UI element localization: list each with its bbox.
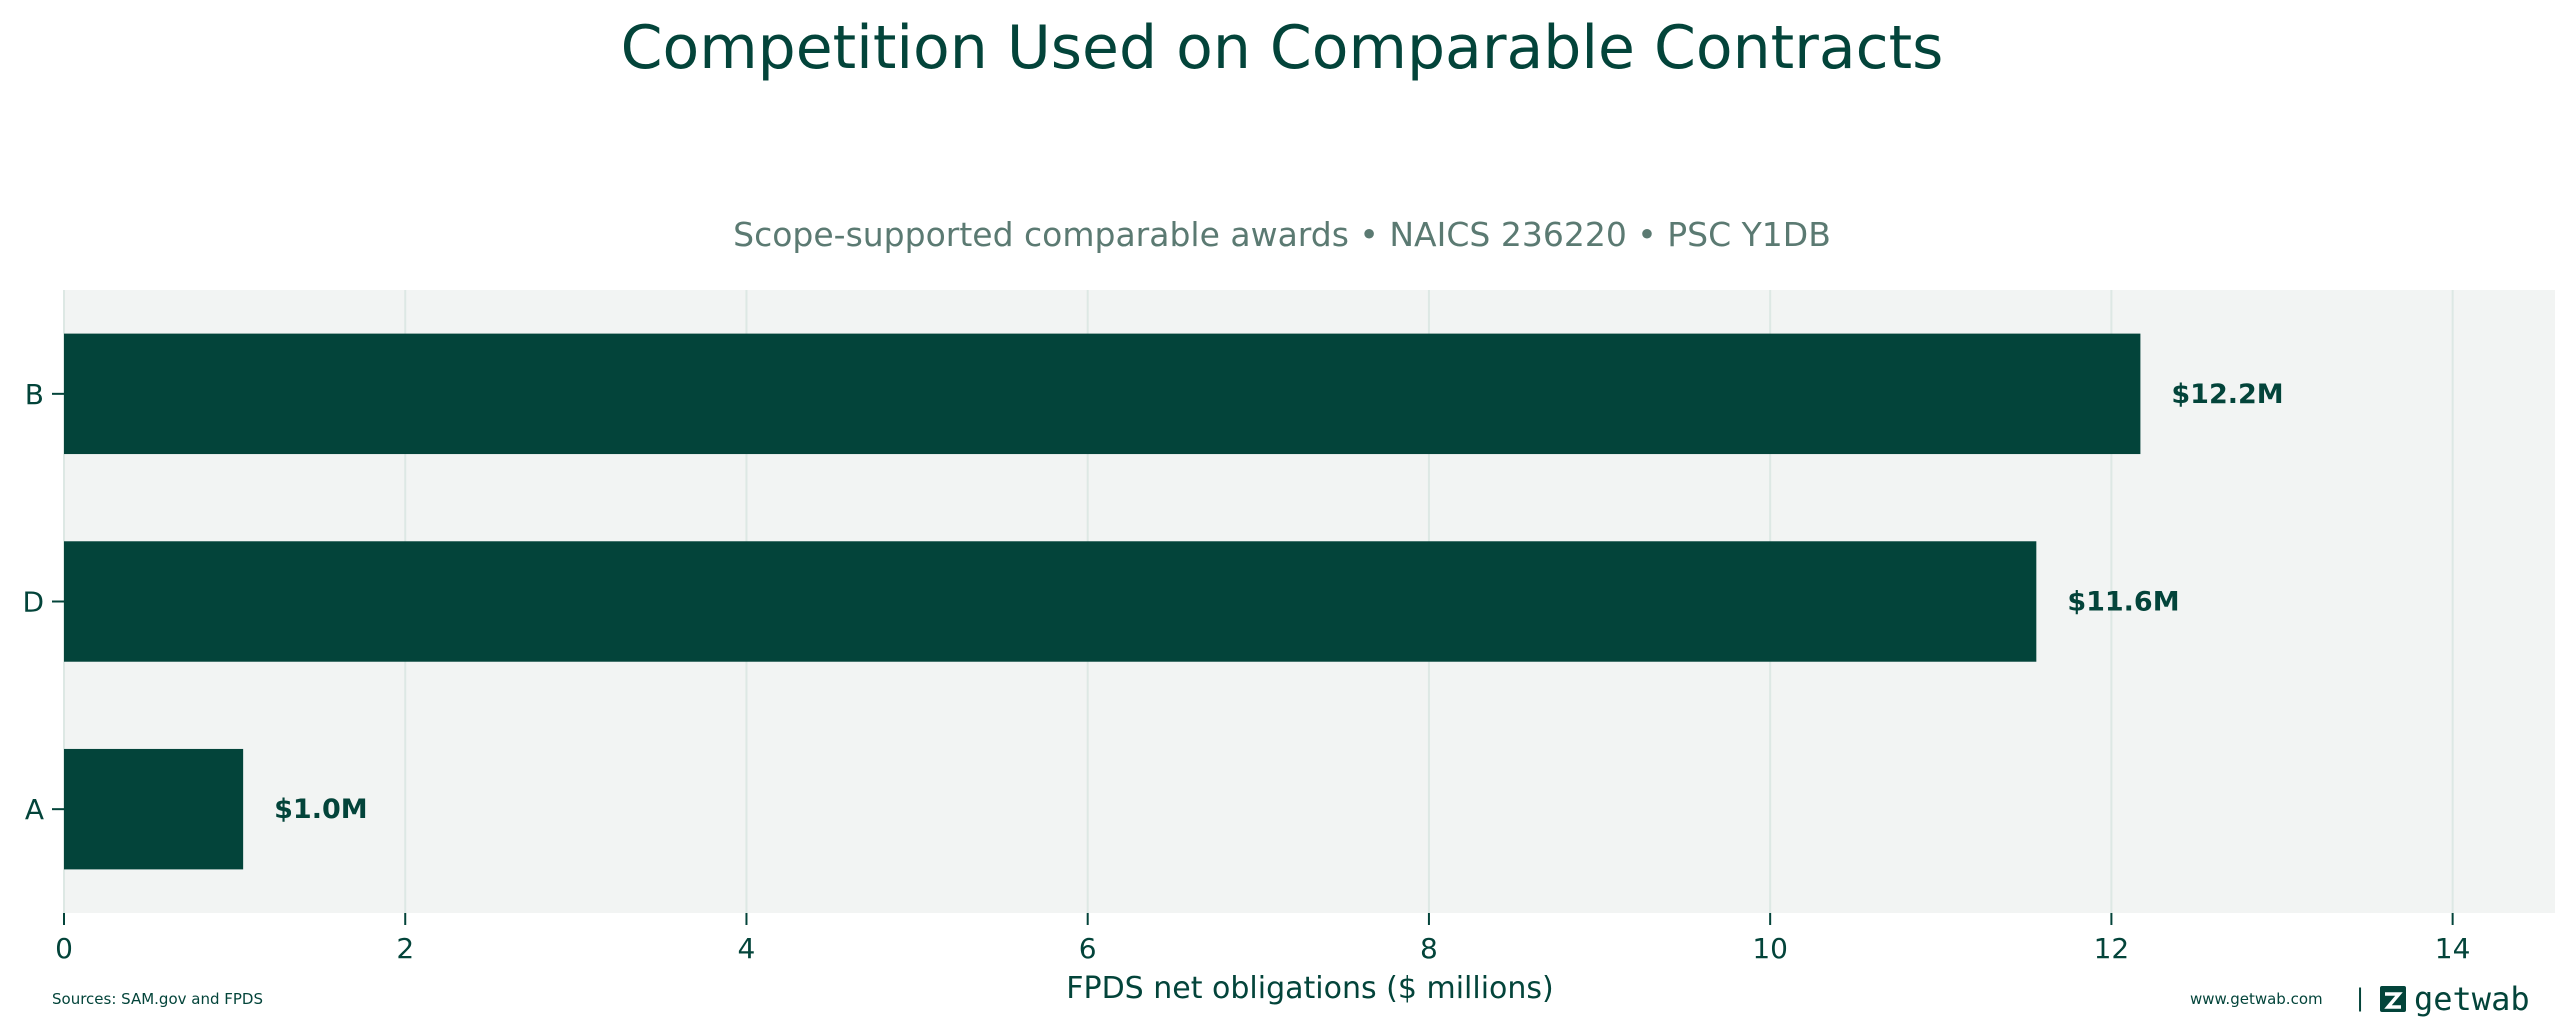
y-tick-label: B bbox=[25, 378, 44, 411]
bar-A bbox=[64, 748, 244, 870]
x-axis-label: FPDS net obligations ($ millions) bbox=[1066, 971, 1554, 1006]
x-tick-label: 6 bbox=[1079, 932, 1097, 965]
bar-B bbox=[64, 333, 2141, 455]
data-label-D: $11.6M bbox=[2067, 587, 2179, 618]
footer-website[interactable]: www.getwab.com bbox=[2190, 990, 2323, 1008]
x-tick-label: 4 bbox=[738, 932, 756, 965]
x-tick-label: 10 bbox=[1752, 932, 1788, 965]
footer-separator: | bbox=[2356, 984, 2364, 1012]
chart-subtitle: Scope-supported comparable awards • NAIC… bbox=[733, 215, 1831, 254]
y-tick-label: A bbox=[25, 793, 44, 826]
x-tick-label: 0 bbox=[55, 932, 73, 965]
getwab-logo-icon bbox=[2380, 986, 2406, 1012]
data-label-B: $12.2M bbox=[2171, 379, 2283, 410]
x-tick-label: 8 bbox=[1420, 932, 1438, 965]
footer-logo-text: getwab bbox=[2414, 980, 2530, 1018]
x-tick-label: 2 bbox=[396, 932, 414, 965]
y-tick-label: D bbox=[22, 586, 44, 619]
bar-D bbox=[64, 541, 2037, 662]
bars: $12.2M $11.6M $1.0M bbox=[64, 333, 2284, 870]
axes: 0 2 4 6 8 10 12 14 B D A bbox=[22, 378, 2470, 965]
footer-sources: Sources: SAM.gov and FPDS bbox=[52, 990, 263, 1008]
x-tick-label: 12 bbox=[2094, 932, 2130, 965]
x-tick-label: 14 bbox=[2435, 932, 2471, 965]
chart-title: Competition Used on Comparable Contracts bbox=[621, 13, 1944, 83]
data-label-A: $1.0M bbox=[274, 794, 368, 825]
